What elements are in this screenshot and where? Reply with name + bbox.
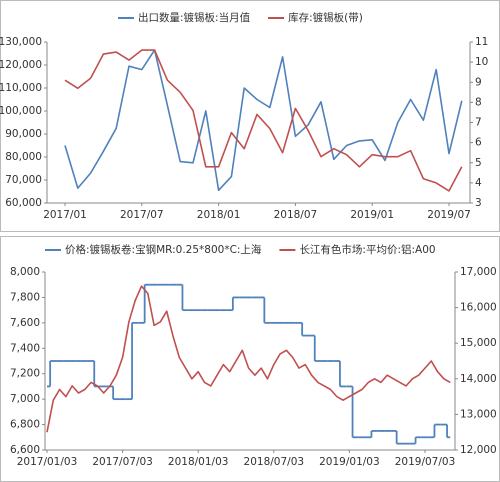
y-tick-label: 100,000 xyxy=(0,105,42,117)
x-tick-label: 2018/01/03 xyxy=(168,456,229,468)
x-tick-label: 2019/01/03 xyxy=(319,456,380,468)
y2-tick-label: 9 xyxy=(475,76,482,88)
panel-top xyxy=(0,0,500,232)
y-tick-label: 7,200 xyxy=(10,368,40,380)
y-tick-label: 6,600 xyxy=(10,444,40,456)
y2-tick-label: 3 xyxy=(475,197,482,209)
y2-tick-label: 17,000 xyxy=(460,266,497,278)
y-tick-label: 80,000 xyxy=(5,151,42,163)
x-tick-label: 2017/01 xyxy=(43,209,87,221)
y-tick-label: 70,000 xyxy=(5,174,42,186)
y2-tick-label: 11 xyxy=(475,36,488,48)
legend-label: 出口数量:镀锡板:当月值 xyxy=(138,11,251,24)
x-tick-label: 2018/07 xyxy=(274,209,318,221)
y-tick-label: 7,000 xyxy=(10,393,40,405)
legend-label: 库存:镀锡板(带) xyxy=(288,11,363,24)
series-line xyxy=(46,285,451,433)
y2-tick-label: 15,000 xyxy=(460,337,497,349)
x-tick-label: 2018/07/03 xyxy=(244,456,305,468)
y2-tick-label: 13,000 xyxy=(460,408,497,420)
series-line xyxy=(64,49,463,192)
y-tick-label: 90,000 xyxy=(5,128,42,140)
x-tick-label: 2018/01 xyxy=(197,209,241,221)
y2-tick-label: 16,000 xyxy=(460,302,497,314)
y2-tick-label: 8 xyxy=(475,96,482,108)
legend-label: 长江有色市场:平均价:铝:A00 xyxy=(299,243,435,256)
y2-tick-label: 4 xyxy=(475,177,482,189)
y-tick-label: 7,800 xyxy=(10,291,40,303)
x-tick-label: 2019/07/03 xyxy=(395,456,456,468)
y-tick-label: 7,400 xyxy=(10,342,40,354)
legend-label: 价格:镀锡板卷:宝钢MR:0.25*800*C:上海 xyxy=(65,243,262,256)
y-tick-label: 110,000 xyxy=(0,82,42,94)
y-tick-label: 7,600 xyxy=(10,317,40,329)
y2-tick-label: 14,000 xyxy=(460,373,497,385)
y2-tick-label: 6 xyxy=(475,137,482,149)
x-tick-label: 2017/07/03 xyxy=(92,456,153,468)
y-tick-label: 8,000 xyxy=(10,266,40,278)
x-tick-label: 2019/07 xyxy=(427,209,471,221)
y-tick-label: 60,000 xyxy=(5,197,42,209)
y-tick-label: 6,800 xyxy=(10,419,40,431)
y2-tick-label: 12,000 xyxy=(460,444,497,456)
x-tick-label: 2019/01 xyxy=(350,209,394,221)
x-tick-label: 2017/07 xyxy=(120,209,164,221)
panel-bottom xyxy=(0,236,500,482)
x-tick-label: 2017/01/03 xyxy=(17,456,78,468)
series-line xyxy=(64,49,463,192)
y-tick-label: 120,000 xyxy=(0,59,42,71)
y-tick-label: 130,000 xyxy=(0,36,42,48)
y2-tick-label: 10 xyxy=(475,56,488,68)
y2-tick-label: 7 xyxy=(475,117,482,129)
y2-tick-label: 5 xyxy=(475,157,482,169)
